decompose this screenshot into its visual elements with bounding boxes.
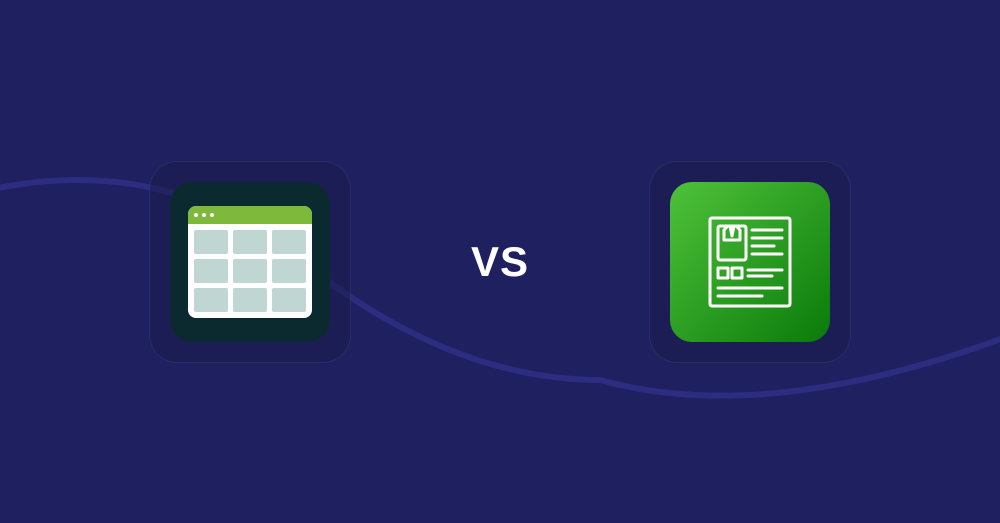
left-card-wrap [149,161,351,363]
spreadsheet-cell [233,230,267,254]
spreadsheet-cell [194,259,228,283]
vs-label: VS [471,238,529,286]
spreadsheet-grid [188,224,312,318]
spreadsheet-icon [188,206,312,318]
spreadsheet-cell [272,288,306,312]
window-dot-icon [194,213,198,217]
spreadsheet-cell [272,259,306,283]
window-dot-icon [202,213,206,217]
spreadsheet-cell [233,288,267,312]
spreadsheet-cell [194,288,228,312]
spreadsheet-cell [194,230,228,254]
product-sheet-icon [704,212,796,312]
window-titlebar [188,206,312,224]
window-dot-icon [210,213,214,217]
right-card [670,182,830,342]
comparison-row: VS [0,0,1000,523]
spreadsheet-cell [272,230,306,254]
spreadsheet-cell [233,259,267,283]
right-card-wrap [649,161,851,363]
left-card [170,182,330,342]
